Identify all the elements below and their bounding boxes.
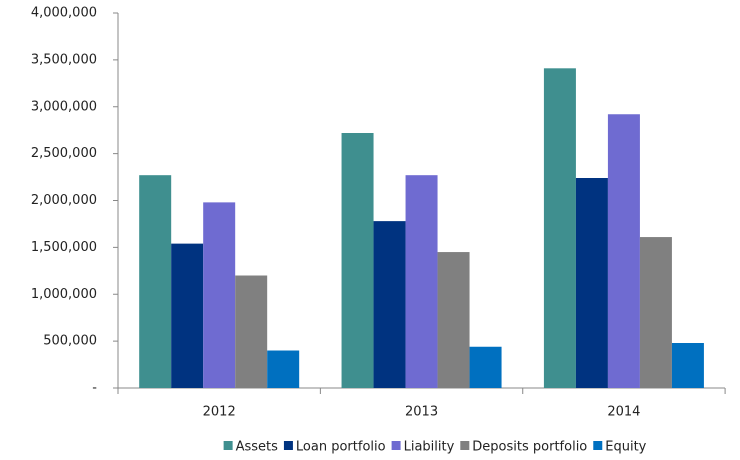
x-tick-label: 2014 [607, 405, 640, 420]
legend-label: Assets [236, 440, 279, 455]
legend-swatch [223, 441, 233, 450]
bar [405, 175, 438, 388]
x-tick-label: 2012 [203, 405, 236, 420]
bar [235, 275, 268, 388]
bar [639, 237, 672, 388]
bar [341, 133, 374, 388]
y-tick-label: 2,000,000 [31, 193, 97, 208]
y-tick-label: 1,500,000 [31, 240, 97, 255]
bar [437, 252, 470, 388]
y-tick-label: 500,000 [43, 334, 97, 349]
bar [203, 202, 236, 388]
legend-swatch [460, 441, 470, 450]
bar [543, 68, 576, 388]
y-tick-label: - [92, 381, 97, 396]
bar [373, 221, 406, 388]
y-tick-label: 3,000,000 [31, 99, 97, 114]
bar [575, 178, 608, 388]
legend-swatch [593, 441, 603, 450]
bar [171, 243, 204, 388]
y-tick-label: 3,500,000 [31, 52, 97, 67]
legend-swatch [391, 441, 401, 450]
y-tick-label: 4,000,000 [31, 6, 97, 21]
legend-label: Equity [605, 440, 646, 455]
bar [671, 343, 704, 388]
y-tick-label: 2,500,000 [31, 146, 97, 161]
bar [267, 350, 300, 388]
legend-swatch [283, 441, 293, 450]
legend-label: Deposits portfolio [472, 440, 587, 455]
legend-label: Liability [404, 440, 455, 455]
bar [607, 114, 640, 388]
y-tick-label: 1,000,000 [31, 287, 97, 302]
bar [139, 175, 172, 388]
bar [469, 346, 502, 388]
legend-label: Loan portfolio [296, 440, 386, 455]
x-tick-label: 2013 [405, 405, 438, 420]
